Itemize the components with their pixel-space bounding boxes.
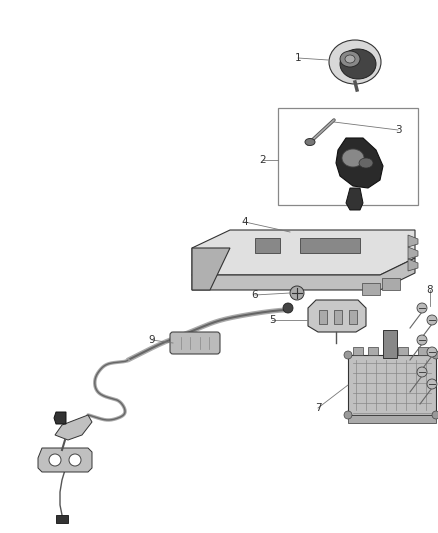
Bar (382, 278, 400, 290)
Circle shape (417, 335, 427, 345)
Circle shape (344, 351, 352, 359)
Bar (348, 415, 436, 423)
Bar (348, 355, 436, 415)
Text: 3: 3 (395, 125, 401, 135)
Polygon shape (192, 230, 415, 275)
FancyBboxPatch shape (278, 108, 418, 205)
Polygon shape (408, 259, 418, 271)
FancyBboxPatch shape (170, 332, 220, 354)
Circle shape (344, 411, 352, 419)
Polygon shape (300, 238, 360, 253)
Polygon shape (192, 258, 415, 290)
Ellipse shape (345, 55, 355, 63)
Polygon shape (55, 415, 92, 440)
Text: 7: 7 (314, 403, 321, 413)
Polygon shape (308, 300, 366, 332)
Bar (398, 347, 408, 355)
Circle shape (417, 367, 427, 377)
Ellipse shape (305, 139, 315, 146)
Bar (319, 310, 327, 324)
Text: 6: 6 (252, 290, 258, 300)
Circle shape (283, 303, 293, 313)
Polygon shape (255, 238, 280, 253)
Circle shape (49, 454, 61, 466)
Ellipse shape (329, 40, 381, 84)
Polygon shape (408, 247, 418, 259)
Bar (334, 310, 342, 324)
Bar (56, 515, 68, 523)
Circle shape (432, 411, 438, 419)
Polygon shape (54, 412, 66, 424)
Bar (353, 347, 363, 355)
Circle shape (427, 347, 437, 357)
Bar (418, 347, 428, 355)
Text: 8: 8 (427, 285, 433, 295)
Bar (383, 330, 397, 358)
Text: 9: 9 (148, 335, 155, 345)
Ellipse shape (340, 51, 360, 67)
Circle shape (427, 315, 437, 325)
Circle shape (427, 379, 437, 389)
Text: 4: 4 (242, 217, 248, 227)
Bar (362, 283, 380, 295)
Ellipse shape (340, 49, 376, 79)
Text: 1: 1 (295, 53, 301, 63)
Polygon shape (408, 235, 418, 247)
Polygon shape (38, 448, 92, 472)
Bar (368, 347, 378, 355)
Circle shape (69, 454, 81, 466)
Polygon shape (336, 138, 383, 188)
Circle shape (417, 303, 427, 313)
Bar (349, 310, 357, 324)
Ellipse shape (359, 158, 373, 168)
Ellipse shape (342, 149, 364, 167)
Text: 5: 5 (268, 315, 276, 325)
Circle shape (290, 286, 304, 300)
Circle shape (432, 351, 438, 359)
Polygon shape (192, 248, 230, 290)
Text: 2: 2 (260, 155, 266, 165)
Polygon shape (346, 188, 363, 210)
